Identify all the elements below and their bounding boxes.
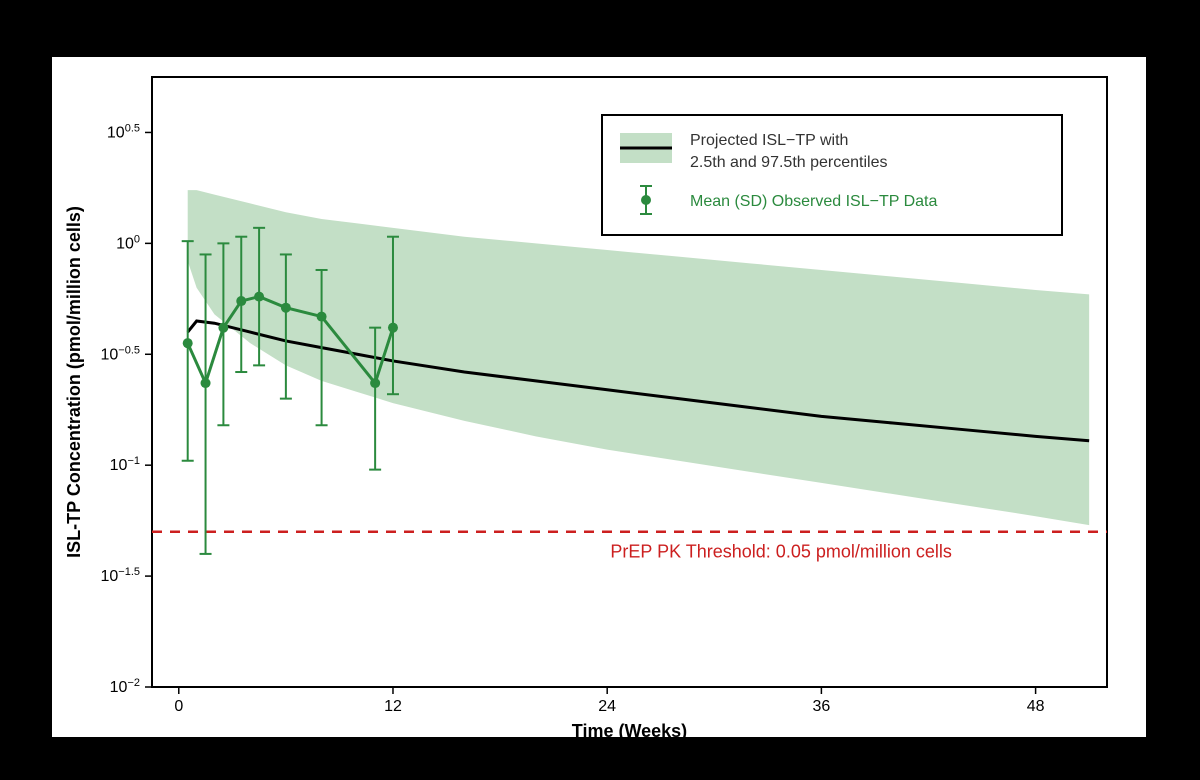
observed-marker xyxy=(370,378,380,388)
observed-marker xyxy=(388,323,398,333)
x-tick-label: 12 xyxy=(384,698,402,715)
observed-marker xyxy=(317,312,327,322)
x-tick-label: 36 xyxy=(812,698,830,715)
x-tick-label: 0 xyxy=(174,698,183,715)
observed-marker xyxy=(183,338,193,348)
y-tick-label: 10−0.5 xyxy=(100,344,140,363)
legend-label: Mean (SD) Observed ISL−TP Data xyxy=(690,193,937,210)
y-tick-label: 100.5 xyxy=(107,122,140,141)
legend-label: 2.5th and 97.5th percentiles xyxy=(690,154,887,171)
chart-frame: 0 12 24 36 48 Time (Weeks) 10−2 10−1.5 10−1 10−0.… xyxy=(52,57,1146,737)
observed-marker xyxy=(254,292,264,302)
x-tick-label: 24 xyxy=(598,698,616,715)
pk-chart: 0 12 24 36 48 Time (Weeks) 10−2 10−1.5 10−1 10−0.… xyxy=(52,57,1146,737)
y-tick-label: 10−1 xyxy=(110,455,140,474)
x-tick-label: 48 xyxy=(1027,698,1045,715)
observed-marker xyxy=(201,378,211,388)
observed-marker xyxy=(236,296,246,306)
legend-swatch-marker xyxy=(641,195,651,205)
observed-marker xyxy=(218,323,228,333)
threshold-label: PrEP PK Threshold: 0.05 pmol/million cel… xyxy=(610,542,952,562)
y-tick-label: 100 xyxy=(116,233,140,252)
x-axis-label: Time (Weeks) xyxy=(572,721,687,737)
confidence-band xyxy=(188,190,1089,525)
observed-marker xyxy=(281,303,291,313)
legend-label: Projected ISL−TP with xyxy=(690,132,848,149)
y-axis-label: ISL-TP Concentration (pmol/million cells… xyxy=(64,206,84,558)
y-tick-label: 10−2 xyxy=(110,677,140,696)
y-tick-label: 10−1.5 xyxy=(100,566,140,585)
